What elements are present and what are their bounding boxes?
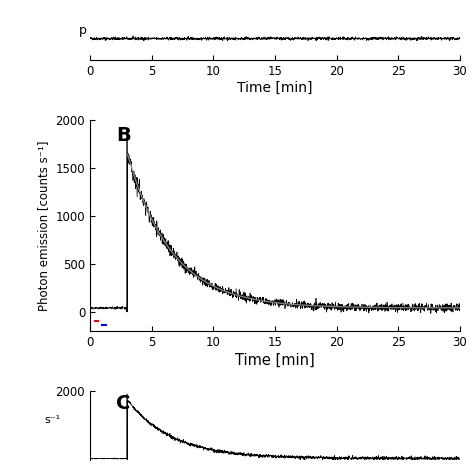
Y-axis label: Photon emission [counts s⁻¹]: Photon emission [counts s⁻¹] — [37, 140, 50, 311]
Text: C: C — [116, 394, 130, 413]
Y-axis label: p: p — [79, 24, 87, 37]
X-axis label: Time [min]: Time [min] — [237, 81, 313, 95]
Y-axis label: s⁻¹: s⁻¹ — [45, 415, 61, 425]
Text: B: B — [116, 127, 131, 146]
X-axis label: Time [min]: Time [min] — [235, 353, 315, 368]
